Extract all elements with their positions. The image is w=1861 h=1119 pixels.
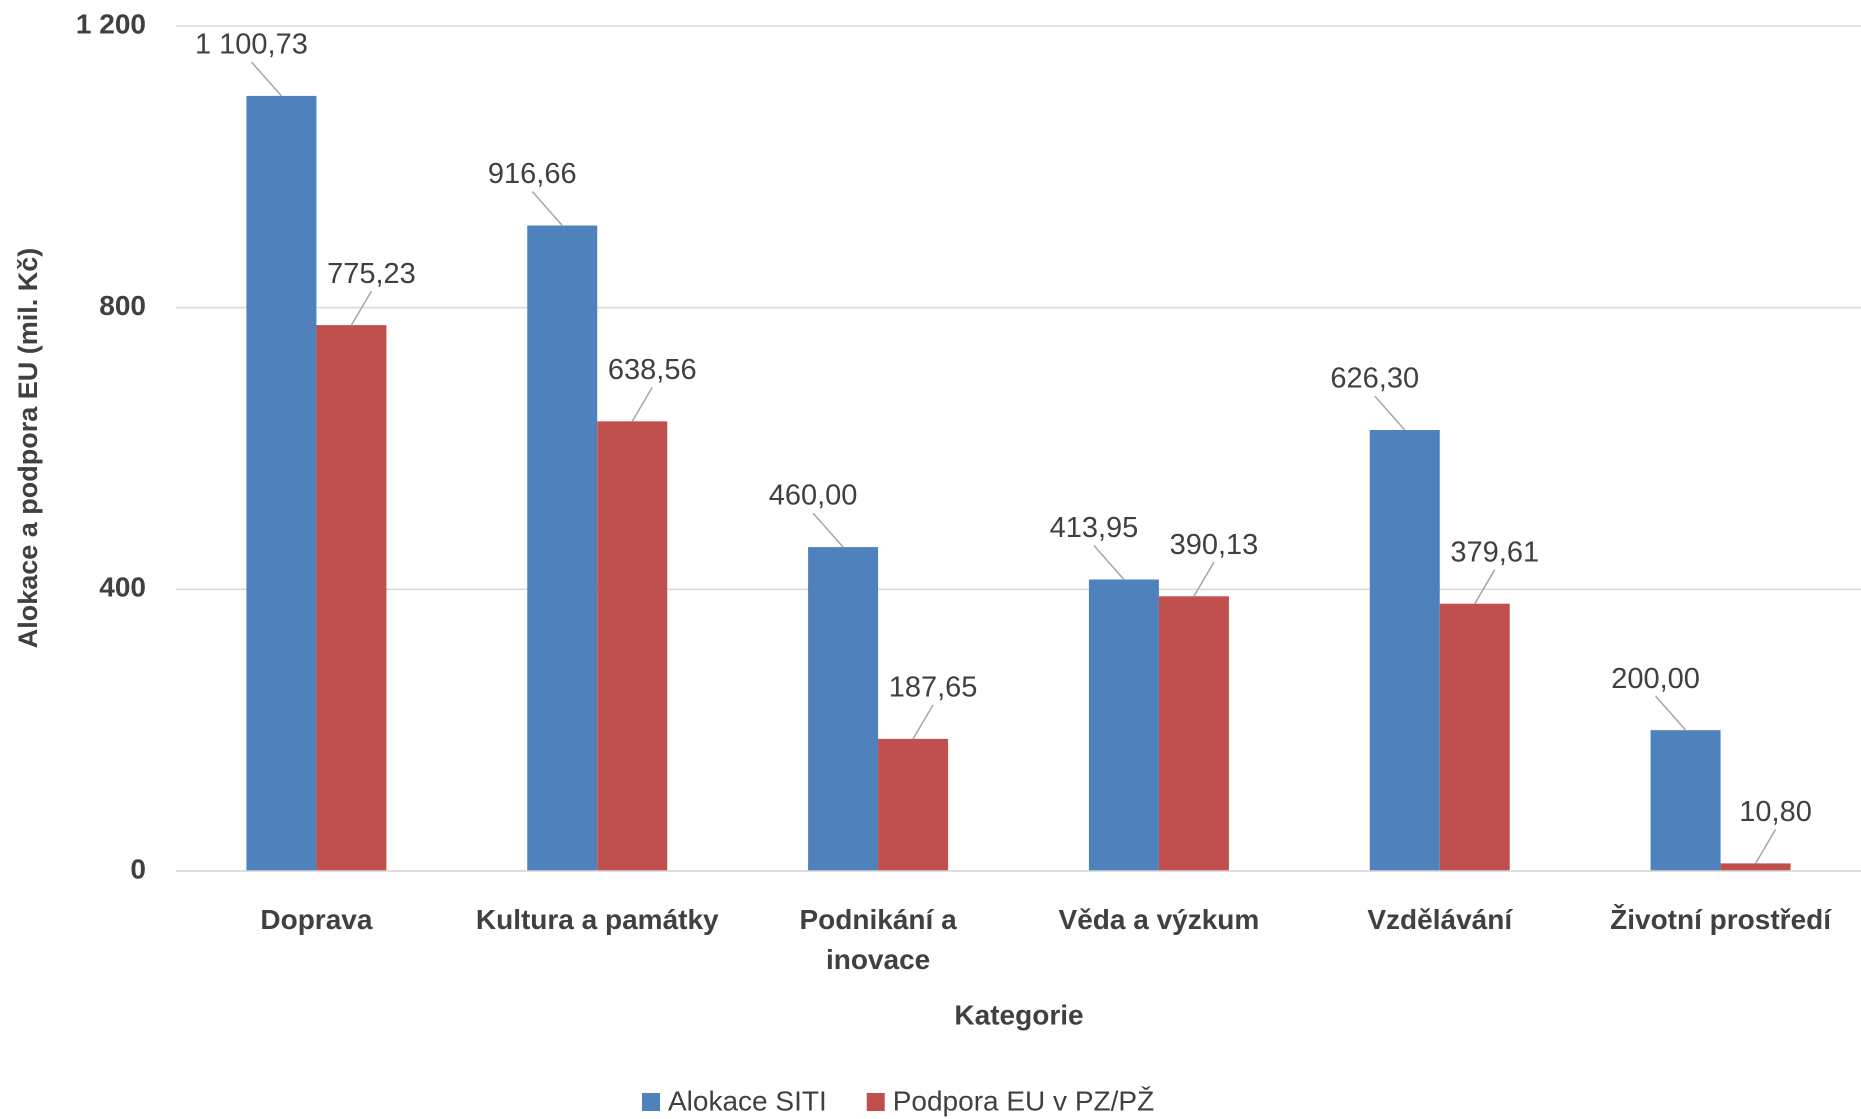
y-tick-label: 1 200 — [76, 8, 146, 39]
leader-line — [1374, 395, 1406, 431]
leader-line — [812, 512, 844, 548]
bar — [1720, 863, 1791, 871]
bar — [1439, 603, 1510, 871]
legend-swatch — [642, 1093, 660, 1111]
leader-line — [1474, 569, 1496, 605]
leader-line — [250, 61, 282, 97]
leader-line — [631, 386, 653, 422]
bar — [808, 547, 879, 871]
leader-line — [1655, 695, 1687, 731]
data-label: 413,95 — [1050, 512, 1139, 544]
leader-line — [1193, 561, 1215, 597]
x-tick-label: Životní prostředí — [1610, 904, 1832, 935]
bar — [878, 738, 949, 871]
y-tick-label: 400 — [99, 572, 146, 603]
data-label: 916,66 — [488, 158, 577, 190]
data-label: 626,30 — [1330, 363, 1419, 395]
x-tick-label: Věda a výzkum — [1058, 904, 1260, 935]
y-axis-title: Alokace a podpora EU (mil. Kč) — [13, 248, 43, 649]
legend-label: Alokace SITI — [668, 1085, 827, 1116]
bar — [597, 421, 668, 871]
bar — [527, 225, 598, 872]
data-label: 1 100,73 — [195, 29, 308, 61]
y-tick-label: 800 — [99, 290, 146, 321]
data-label: 775,23 — [327, 258, 416, 290]
bar — [1650, 730, 1721, 871]
legend-label: Podpora EU v PZ/PŽ — [893, 1085, 1154, 1116]
leader-line — [912, 704, 934, 740]
bar — [246, 95, 317, 871]
data-label: 187,65 — [889, 672, 978, 704]
bar — [316, 325, 387, 871]
bar — [1158, 596, 1229, 871]
bar — [1369, 429, 1440, 871]
legend-swatch — [866, 1093, 885, 1111]
x-tick-label: Vzdělávání — [1367, 904, 1513, 935]
data-label: 379,61 — [1450, 536, 1539, 568]
x-axis-title: Kategorie — [954, 999, 1083, 1030]
data-label: 638,56 — [608, 354, 697, 386]
data-label: 10,80 — [1739, 796, 1812, 828]
data-label: 460,00 — [769, 480, 858, 512]
leader-line — [350, 290, 373, 326]
data-label: 390,13 — [1170, 529, 1259, 561]
leader-line — [1093, 545, 1125, 581]
leader-line — [1754, 829, 1777, 864]
x-tick-label: Podnikání a inovace — [799, 904, 957, 975]
x-tick-label: Kultura a památky — [475, 904, 719, 935]
y-tick-label: 0 — [130, 853, 146, 884]
data-label: 200,00 — [1611, 663, 1700, 695]
leader-line — [531, 191, 563, 227]
x-tick-label: Doprava — [260, 904, 373, 935]
bar — [1088, 579, 1159, 871]
